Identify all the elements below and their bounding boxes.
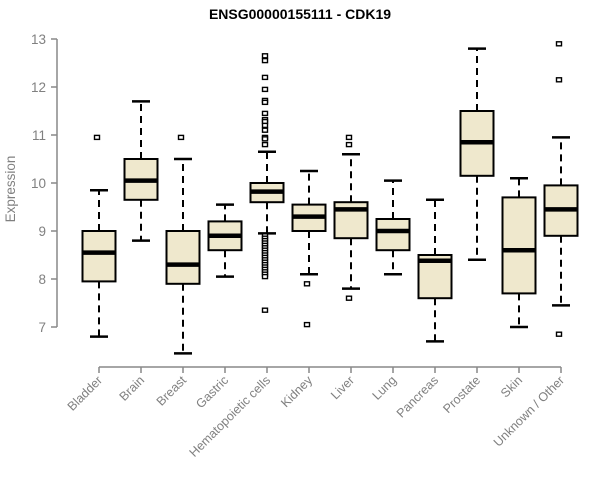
- y-tick-label: 10: [31, 176, 46, 191]
- x-tick-label: Breast: [154, 373, 190, 409]
- outlier-hematopoietic-cells: [261, 122, 269, 129]
- y-axis: 7 8 9 10 11 12 13: [31, 32, 58, 335]
- x-tick-label: Brain: [117, 373, 148, 404]
- x-tick-label: Hematopoietic cells: [187, 373, 274, 460]
- outlier-hematopoietic-cells: [261, 57, 269, 64]
- box-skin: [501, 196, 537, 295]
- outlier-hematopoietic-cells: [261, 110, 269, 117]
- outlier-unknown-other: [555, 331, 563, 337]
- y-tick-label: 8: [38, 272, 46, 287]
- outlier-unknown-other: [555, 41, 563, 47]
- x-tick-label: Pancreas: [394, 373, 441, 420]
- boxes-layer: [81, 41, 579, 355]
- y-tick-label: 11: [32, 128, 46, 143]
- x-tick-label: Skin: [498, 373, 525, 400]
- outlier-hematopoietic-cells: [261, 141, 269, 148]
- outlier-kidney: [303, 321, 311, 328]
- outlier-hematopoietic-cells: [261, 86, 269, 93]
- outlier-bladder: [93, 134, 101, 141]
- outlier-liver: [345, 134, 353, 141]
- outlier-hematopoietic-cells: [261, 127, 269, 133]
- outlier-hematopoietic-cells: [261, 74, 269, 81]
- x-tick-label: Unknown / Other: [491, 373, 567, 449]
- outlier-liver: [345, 141, 353, 148]
- x-tick-label: Gastric: [193, 373, 231, 411]
- y-tick-label: 12: [31, 80, 46, 95]
- x-tick-label: Lung: [370, 373, 400, 403]
- outlier-kidney: [303, 281, 311, 287]
- x-tick-label: Liver: [328, 373, 357, 402]
- outlier-hematopoietic-cells: [261, 136, 269, 142]
- box-breast: [165, 230, 201, 285]
- outlier-hematopoietic-cells: [261, 307, 269, 313]
- outlier-breast: [177, 134, 185, 141]
- x-tick-label: Bladder: [65, 373, 105, 413]
- outlier-hematopoietic-cells: [261, 273, 269, 280]
- x-tick-label: Prostate: [440, 373, 483, 416]
- chart-title: ENSG00000155111 - CDK19: [209, 6, 391, 22]
- outlier-hematopoietic-cells: [261, 99, 269, 106]
- outlier-liver: [345, 295, 353, 301]
- box-lung: [375, 218, 411, 252]
- outlier-unknown-other: [555, 77, 563, 83]
- y-tick-label: 7: [38, 320, 46, 335]
- box-bladder: [81, 230, 117, 283]
- y-tick-label: 9: [38, 224, 46, 239]
- outlier-hematopoietic-cells: [261, 53, 269, 59]
- x-tick-label: Kidney: [278, 373, 315, 410]
- y-tick-label: 13: [31, 32, 46, 47]
- y-axis-title: Expression: [3, 156, 18, 223]
